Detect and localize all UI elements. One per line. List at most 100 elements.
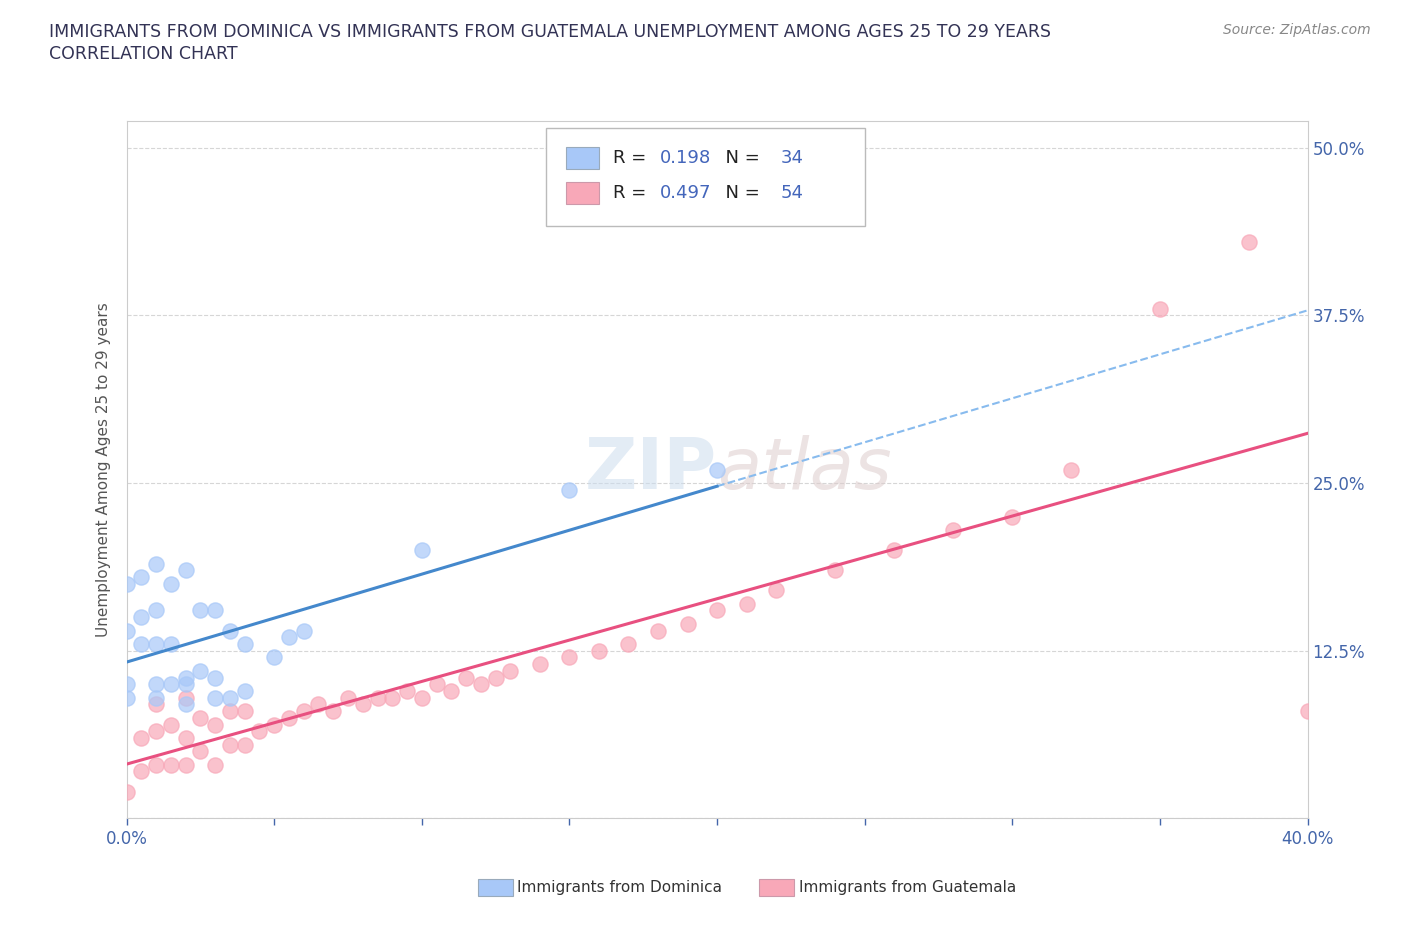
Point (145, 690, 167, 705)
Point (204, 671, 226, 685)
Point (440, 684, 463, 698)
Point (499, 663, 522, 678)
Point (676, 617, 699, 631)
Point (129, 637, 153, 652)
Point (233, 684, 256, 698)
Text: CORRELATION CHART: CORRELATION CHART (49, 45, 238, 62)
Point (706, 603, 728, 618)
Point (411, 690, 433, 705)
Text: 54: 54 (780, 184, 804, 202)
FancyBboxPatch shape (546, 128, 865, 226)
Text: atlas: atlas (717, 435, 891, 504)
Point (174, 677, 197, 692)
Point (188, 603, 212, 618)
Point (883, 543, 905, 558)
Point (174, 730, 197, 745)
Point (129, 764, 153, 779)
Point (263, 650, 285, 665)
Point (115, 677, 138, 692)
Point (174, 563, 197, 578)
Point (204, 690, 226, 705)
Point (735, 596, 758, 611)
Point (588, 644, 610, 658)
Point (160, 677, 183, 692)
Point (219, 737, 242, 752)
Text: N =: N = (713, 184, 765, 202)
Text: N =: N = (713, 149, 765, 166)
Point (204, 757, 226, 772)
FancyBboxPatch shape (565, 147, 599, 169)
Point (367, 690, 389, 705)
Point (160, 717, 183, 732)
Point (174, 697, 197, 711)
Point (292, 704, 315, 719)
Point (263, 717, 285, 732)
Point (160, 757, 183, 772)
Text: R =: R = (613, 184, 652, 202)
Point (219, 623, 242, 638)
FancyBboxPatch shape (565, 181, 599, 204)
Point (174, 757, 197, 772)
Point (145, 757, 167, 772)
Point (647, 623, 669, 638)
Point (1001, 509, 1024, 524)
Point (765, 583, 787, 598)
Point (160, 577, 183, 591)
Text: ZIP: ZIP (585, 435, 717, 504)
Text: R =: R = (613, 149, 652, 166)
Point (278, 711, 301, 725)
Point (337, 690, 360, 705)
Point (145, 677, 167, 692)
Point (381, 690, 404, 705)
Point (188, 744, 212, 759)
Text: 34: 34 (780, 149, 804, 166)
Point (1149, 301, 1171, 316)
Point (219, 690, 242, 705)
Text: IMMIGRANTS FROM DOMINICA VS IMMIGRANTS FROM GUATEMALA UNEMPLOYMENT AMONG AGES 25: IMMIGRANTS FROM DOMINICA VS IMMIGRANTS F… (49, 23, 1052, 41)
Point (1237, 234, 1260, 249)
Point (308, 697, 330, 711)
Text: 0.497: 0.497 (661, 184, 711, 202)
Point (396, 684, 419, 698)
Y-axis label: Unemployment Among Ages 25 to 29 years: Unemployment Among Ages 25 to 29 years (96, 302, 111, 637)
Point (824, 563, 846, 578)
Point (233, 737, 256, 752)
Text: Immigrants from Dominica: Immigrants from Dominica (517, 880, 723, 895)
Point (129, 569, 153, 584)
Point (145, 556, 167, 571)
Point (292, 623, 315, 638)
Point (115, 784, 138, 799)
Point (1060, 462, 1083, 477)
Point (706, 462, 728, 477)
Point (352, 697, 374, 711)
Text: 0.198: 0.198 (661, 149, 711, 166)
Point (1296, 704, 1319, 719)
Point (233, 704, 256, 719)
Point (484, 671, 508, 685)
Point (249, 724, 271, 738)
Point (174, 671, 197, 685)
Point (942, 523, 965, 538)
Point (115, 623, 138, 638)
Point (188, 711, 212, 725)
Point (115, 690, 138, 705)
Text: Immigrants from Guatemala: Immigrants from Guatemala (799, 880, 1017, 895)
Point (174, 690, 197, 705)
Point (529, 657, 551, 671)
Point (233, 637, 256, 652)
Point (219, 704, 242, 719)
Point (322, 704, 344, 719)
Point (204, 717, 226, 732)
Point (115, 577, 138, 591)
Point (425, 677, 447, 692)
Point (470, 677, 492, 692)
Point (456, 671, 478, 685)
Point (145, 724, 167, 738)
Point (204, 603, 226, 618)
Text: Source: ZipAtlas.com: Source: ZipAtlas.com (1223, 23, 1371, 37)
Point (160, 637, 183, 652)
Point (145, 637, 167, 652)
Point (558, 483, 581, 498)
Point (145, 603, 167, 618)
Point (129, 610, 153, 625)
